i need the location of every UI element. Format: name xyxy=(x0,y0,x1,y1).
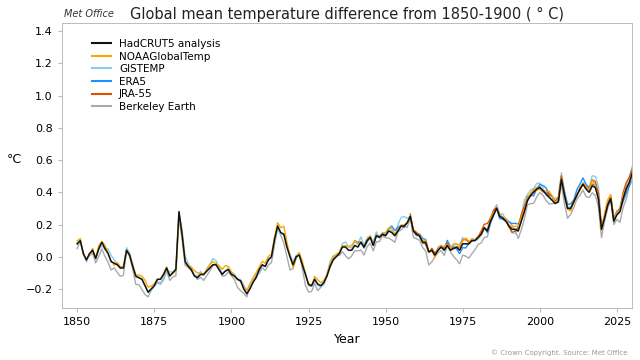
Text: Met Office: Met Office xyxy=(64,9,114,19)
Text: © Crown Copyright. Source: Met Office: © Crown Copyright. Source: Met Office xyxy=(491,350,627,356)
Y-axis label: °C: °C xyxy=(7,153,22,166)
X-axis label: Year: Year xyxy=(333,333,360,346)
Title: Global mean temperature difference from 1850-1900 ( ° C): Global mean temperature difference from … xyxy=(130,7,564,22)
Legend: HadCRUT5 analysis, NOAAGlobalTemp, GISTEMP, ERA5, JRA-55, Berkeley Earth: HadCRUT5 analysis, NOAAGlobalTemp, GISTE… xyxy=(90,37,223,114)
